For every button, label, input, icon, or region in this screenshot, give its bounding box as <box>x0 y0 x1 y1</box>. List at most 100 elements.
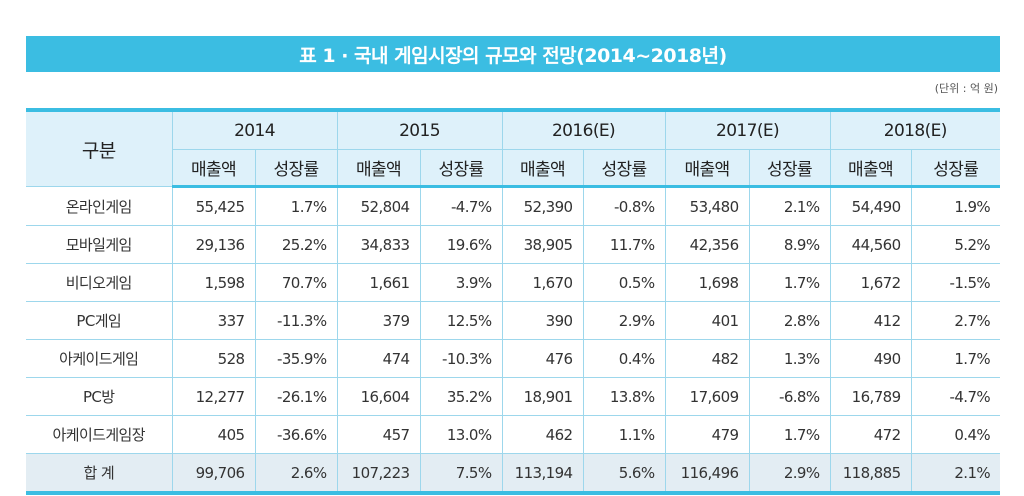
growth-cell: 13.8% <box>582 377 666 416</box>
growth-cell: 11.7% <box>582 225 666 264</box>
revenue-cell: 462 <box>501 415 584 454</box>
growth-cell: -1.5% <box>910 263 1001 302</box>
revenue-header: 매출액 <box>829 149 912 188</box>
growth-cell: 35.2% <box>419 377 503 416</box>
revenue-cell: 118,885 <box>829 453 912 494</box>
revenue-cell: 528 <box>171 339 256 378</box>
revenue-header: 매출액 <box>664 149 750 188</box>
growth-cell: -6.8% <box>748 377 831 416</box>
growth-cell: 2.1% <box>910 453 1001 494</box>
table-row: 비디오게임 1,598 70.7% 1,661 3.9% 1,670 0.5% 1,698 1.… <box>26 263 1001 302</box>
revenue-cell: 379 <box>336 301 421 340</box>
growth-cell: 19.6% <box>419 225 503 264</box>
growth-cell: 2.7% <box>910 301 1001 340</box>
revenue-cell: 16,604 <box>336 377 421 416</box>
growth-cell: -4.7% <box>419 186 503 226</box>
growth-cell: 5.6% <box>582 453 666 494</box>
revenue-cell: 490 <box>829 339 912 378</box>
growth-cell: 12.5% <box>419 301 503 340</box>
unit-note: (단위 : 억 원) <box>934 82 998 95</box>
growth-cell: 3.9% <box>419 263 503 302</box>
table-row: 아케이드게임장 405 -36.6% 457 13.0% 462 1.1% 479 1.7% 47… <box>26 415 1001 454</box>
revenue-cell: 54,490 <box>829 186 912 226</box>
revenue-cell: 405 <box>171 415 256 454</box>
row-category: PC방 <box>26 377 173 416</box>
growth-cell: -26.1% <box>254 377 338 416</box>
growth-header: 성장률 <box>910 149 1001 188</box>
growth-cell: 2.1% <box>748 186 831 226</box>
growth-cell: 1.7% <box>254 186 338 226</box>
revenue-cell: 390 <box>501 301 584 340</box>
revenue-cell: 1,670 <box>501 263 584 302</box>
table-row: 아케이드게임 528 -35.9% 474 -10.3% 476 0.4% 482 1.3% 49… <box>26 339 1001 378</box>
total-row: 합 계 99,706 2.6% 107,223 7.5% 113,194 5.6% 116,4… <box>26 453 1001 494</box>
table-row: PC방 12,277 -26.1% 16,604 35.2% 18,901 13.8% 17,… <box>26 377 1001 416</box>
table-row: 모바일게임 29,136 25.2% 34,833 19.6% 38,905 11.7% 42… <box>26 225 1001 264</box>
revenue-cell: 1,672 <box>829 263 912 302</box>
table-title: 표 1 · 국내 게임시장의 규모와 전망(2014~2018년) <box>26 36 1000 72</box>
growth-cell: -4.7% <box>910 377 1001 416</box>
revenue-cell: 52,390 <box>501 186 584 226</box>
growth-cell: -35.9% <box>254 339 338 378</box>
year-header: 2015 <box>336 109 503 150</box>
growth-cell: 1.1% <box>582 415 666 454</box>
revenue-cell: 113,194 <box>501 453 584 494</box>
revenue-cell: 1,598 <box>171 263 256 302</box>
row-category: 아케이드게임장 <box>26 415 173 454</box>
year-header: 2018(E) <box>829 109 1001 150</box>
year-header: 2014 <box>171 109 338 150</box>
growth-cell: 5.2% <box>910 225 1001 264</box>
growth-cell: -36.6% <box>254 415 338 454</box>
growth-cell: 0.4% <box>910 415 1001 454</box>
revenue-header: 매출액 <box>172 149 256 188</box>
revenue-cell: 401 <box>664 301 750 340</box>
revenue-cell: 472 <box>829 415 912 454</box>
row-category: 모바일게임 <box>26 225 173 264</box>
revenue-cell: 476 <box>501 339 584 378</box>
growth-header: 성장률 <box>582 149 666 188</box>
growth-cell: 1.7% <box>748 415 831 454</box>
revenue-cell: 52,804 <box>336 186 421 226</box>
growth-cell: 1.3% <box>748 339 831 378</box>
revenue-header: 매출액 <box>501 149 584 188</box>
growth-cell: -11.3% <box>254 301 338 340</box>
growth-cell: 0.5% <box>582 263 666 302</box>
revenue-cell: 42,356 <box>664 225 750 264</box>
revenue-cell: 116,496 <box>664 453 750 494</box>
growth-cell: 1.7% <box>910 339 1001 378</box>
growth-cell: 1.7% <box>748 263 831 302</box>
growth-header: 성장률 <box>254 149 338 188</box>
revenue-cell: 337 <box>171 301 256 340</box>
growth-cell: -10.3% <box>419 339 503 378</box>
revenue-cell: 99,706 <box>171 453 256 494</box>
year-header: 2017(E) <box>664 109 831 150</box>
revenue-cell: 474 <box>336 339 421 378</box>
revenue-cell: 34,833 <box>336 225 421 264</box>
category-header: 구분 <box>26 109 173 187</box>
growth-cell: 13.0% <box>419 415 503 454</box>
revenue-cell: 53,480 <box>664 186 750 226</box>
growth-cell: 1.9% <box>910 186 1001 226</box>
growth-header: 성장률 <box>748 149 831 188</box>
revenue-cell: 482 <box>664 339 750 378</box>
revenue-cell: 29,136 <box>171 225 256 264</box>
revenue-cell: 107,223 <box>336 453 421 494</box>
revenue-cell: 17,609 <box>664 377 750 416</box>
growth-header: 성장률 <box>419 149 503 188</box>
revenue-cell: 12,277 <box>171 377 256 416</box>
growth-cell: 2.8% <box>748 301 831 340</box>
revenue-cell: 457 <box>336 415 421 454</box>
growth-cell: 70.7% <box>254 263 338 302</box>
revenue-cell: 18,901 <box>501 377 584 416</box>
growth-cell: 2.9% <box>582 301 666 340</box>
revenue-cell: 16,789 <box>829 377 912 416</box>
row-category: PC게임 <box>26 301 173 340</box>
growth-cell: 2.6% <box>254 453 338 494</box>
year-header: 2016(E) <box>501 109 666 150</box>
game-market-table: 구분 2014 2015 2016(E) 2017(E) 2018(E) 매출액 성장률 매… <box>26 108 1001 495</box>
revenue-cell: 1,698 <box>664 263 750 302</box>
row-category: 온라인게임 <box>26 186 173 226</box>
growth-cell: 25.2% <box>254 225 338 264</box>
growth-cell: 8.9% <box>748 225 831 264</box>
revenue-cell: 55,425 <box>171 186 256 226</box>
